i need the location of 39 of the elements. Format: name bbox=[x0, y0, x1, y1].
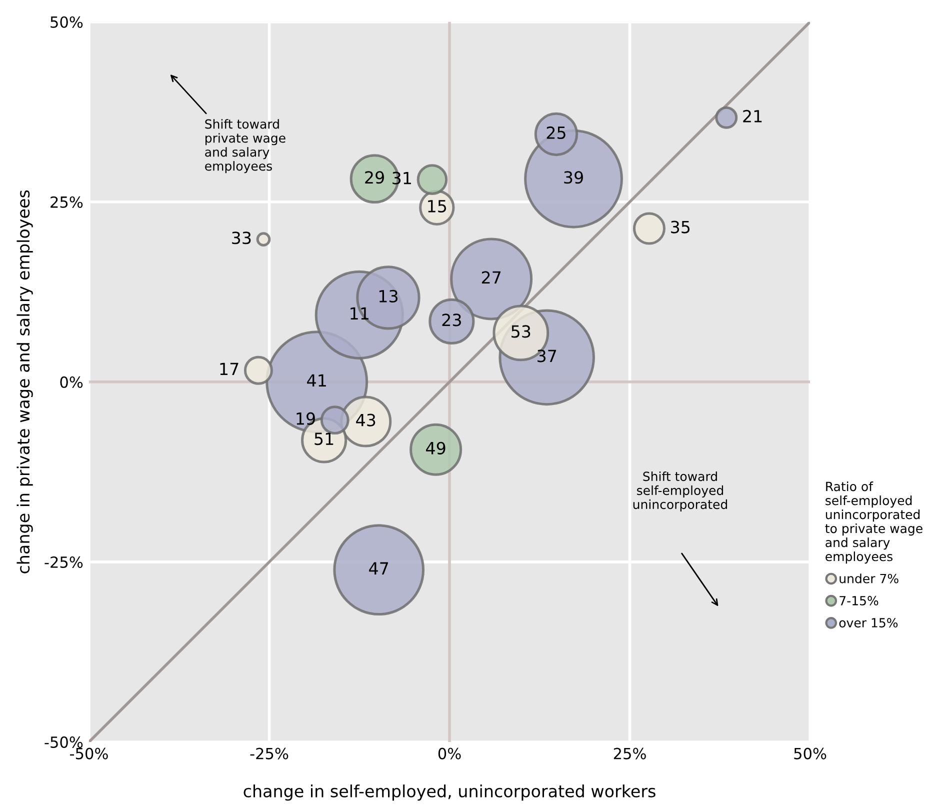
annotation: 13 bbox=[379, 290, 398, 302]
annotation: 31 bbox=[392, 172, 411, 184]
annotation: 23 bbox=[442, 314, 461, 326]
annotation: 41 bbox=[307, 374, 326, 387]
legend-title: Ratio of self-employed unincorporated to private wage and salary employees bbox=[825, 482, 922, 564]
annotation: 33 bbox=[232, 232, 251, 244]
annotation: 21 bbox=[743, 110, 762, 122]
annotation: Shift toward self-employed unincorporated bbox=[633, 471, 728, 512]
annotation: 25 bbox=[546, 126, 566, 140]
y-tick-label: 25% bbox=[50, 196, 83, 208]
annotation: 35 bbox=[671, 220, 690, 234]
annotation: 15 bbox=[428, 200, 446, 212]
legend-label: over 15% bbox=[839, 618, 898, 628]
legend-label: under 7% bbox=[840, 574, 898, 584]
y-tick-label: -50% bbox=[44, 736, 83, 748]
y-tick-label: 50% bbox=[50, 16, 83, 28]
x-tick-label: -50% bbox=[70, 748, 108, 760]
annotation: Shift toward private wage and salary employees bbox=[205, 119, 286, 174]
x-tick-label: -25% bbox=[250, 748, 288, 760]
x-tick-label: 0% bbox=[438, 748, 461, 760]
annotation: 47 bbox=[369, 562, 388, 574]
annotation: 27 bbox=[482, 271, 501, 284]
x-tick-label: 25% bbox=[614, 748, 646, 760]
y-tick-label: -25% bbox=[44, 556, 83, 568]
y-axis-title: change in private wage and salary employees bbox=[16, 190, 33, 574]
annotation: 53 bbox=[512, 325, 530, 338]
legend-label: 7-15% bbox=[840, 596, 878, 606]
annotation: 17 bbox=[220, 362, 238, 375]
annotation: 39 bbox=[564, 171, 583, 184]
annotation: 49 bbox=[426, 442, 446, 454]
annotation: 29 bbox=[365, 171, 384, 184]
x-axis-title: change in self-employed, unincorporated workers bbox=[244, 784, 656, 801]
annotation: 51 bbox=[314, 432, 334, 446]
annotation: 43 bbox=[356, 414, 376, 426]
y-tick-label: 0% bbox=[60, 376, 83, 388]
x-tick-label: 50% bbox=[794, 748, 826, 760]
annotation: 11 bbox=[350, 307, 368, 320]
annotation: 37 bbox=[538, 350, 556, 362]
annotation: 19 bbox=[296, 412, 315, 425]
